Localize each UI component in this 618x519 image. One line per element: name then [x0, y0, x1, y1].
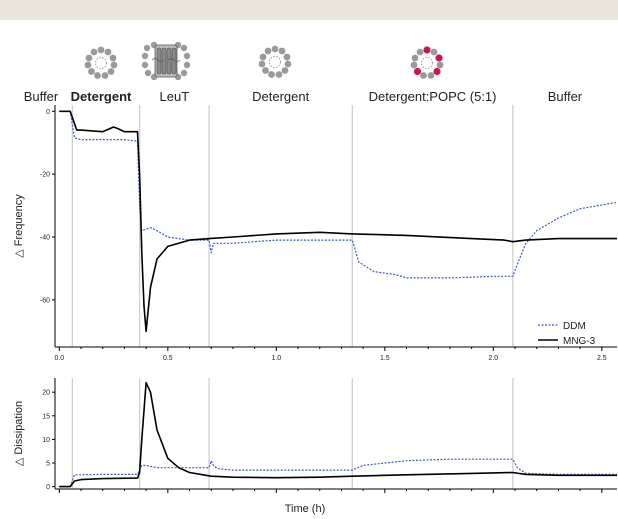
y-axis-label: △ Dissipation: [13, 401, 25, 466]
leut-protein-icon: [141, 41, 191, 81]
x-tick-label: 1.5: [380, 355, 390, 362]
y-tick-label: -40: [40, 235, 50, 242]
y-tick-label: 20: [42, 390, 50, 397]
x-tick-label: 0.5: [163, 355, 173, 362]
phase-labels: Buffer Detergent LeuT Detergent Detergent:PO…: [24, 89, 583, 104]
frequency-panel: 0 -20 -40 -60 0.0 0.5 1.0 1.5 2.0 2.5 △ Frequency: [13, 105, 618, 362]
y-tick-label: 5: [46, 461, 50, 468]
detergent-micelle-icon: [258, 45, 292, 79]
y-axis-label: △ Frequency: [13, 194, 25, 258]
legend-ddm-label: DDM: [563, 321, 586, 332]
detergent-micelle-icon: [84, 46, 118, 80]
x-axis-label: Time (h): [285, 503, 326, 515]
x-tick-label: 1.0: [271, 355, 281, 362]
phase-label-0: Buffer: [24, 89, 59, 104]
y-tick-label: 0: [46, 109, 50, 116]
phase-label-4: Detergent:POPC (5:1): [369, 89, 497, 104]
phase-label-2: LeuT: [160, 89, 190, 104]
y-tick-label: -20: [40, 172, 50, 179]
legend: DDM MNG-3: [538, 321, 596, 347]
y-tick-label: 0: [46, 484, 50, 491]
y-tick-label: -60: [40, 297, 50, 304]
series-line-mng-3: [59, 110, 617, 333]
phase-label-1: Detergent: [71, 89, 132, 104]
phase-icons: [84, 41, 444, 81]
y-tick-label: 10: [42, 437, 50, 444]
phase-label-3: Detergent: [252, 89, 309, 104]
series-line-mng-3: [59, 381, 617, 488]
y-tick-label: 15: [42, 413, 50, 420]
legend-mng3-label: MNG-3: [563, 336, 596, 347]
series-line-ddm: [59, 458, 617, 488]
phase-label-5: Buffer: [548, 89, 583, 104]
dissipation-panel: 0 5 10 15 20 △ Dissipation: [13, 378, 617, 493]
x-tick-label: 2.5: [597, 355, 607, 362]
x-tick-label: 0.0: [54, 355, 64, 362]
top-banner: [0, 0, 618, 20]
series-line-ddm: [59, 110, 618, 279]
mixed-micelle-icon: [410, 46, 444, 80]
x-tick-label: 2.0: [488, 355, 498, 362]
